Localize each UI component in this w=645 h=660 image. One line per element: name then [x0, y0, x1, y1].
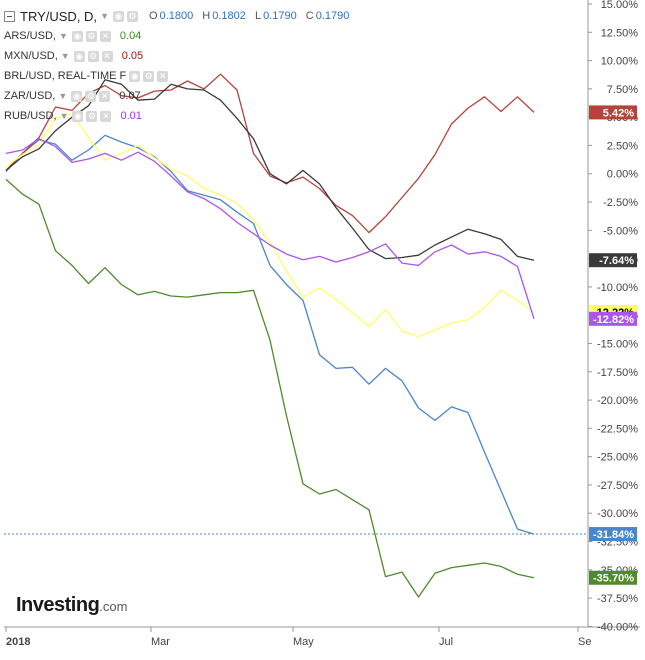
ohlc-values: O 0.1800 H 0.1802 L 0.1790 C 0.1790 — [149, 10, 355, 22]
end-value-label: -12.82% — [593, 314, 634, 326]
end-value-badge — [589, 311, 637, 326]
y-tick-label: -27.50% — [597, 480, 638, 492]
legend-item-rub: RUB/USD, ▼ ◉ ⚙ ✕ 0.01 — [4, 106, 355, 126]
gear-icon[interactable]: ⚙ — [86, 110, 98, 122]
y-tick-label: 15.00% — [601, 0, 639, 11]
eye-icon[interactable]: ◉ — [71, 30, 83, 42]
end-value-label: -35.70% — [593, 573, 634, 585]
x-tick-label: 2018 — [6, 636, 30, 648]
y-tick-label: -37.50% — [597, 593, 638, 605]
open-label: O — [148, 10, 158, 22]
watermark-brand: Investing — [16, 594, 100, 616]
chevron-down-icon[interactable]: ▼ — [60, 51, 70, 61]
end-value-label: -7.64% — [599, 255, 634, 267]
chevron-down-icon[interactable]: ▼ — [59, 111, 69, 121]
collapse-icon[interactable] — [4, 10, 15, 22]
y-tick-label: -17.50% — [597, 367, 638, 379]
series-line-try-usd — [5, 134, 535, 535]
watermark-logo: Investing.com — [16, 594, 127, 617]
series-line-ars-usd — [5, 178, 535, 598]
end-value-badge — [589, 253, 637, 268]
end-value-badge — [589, 527, 637, 542]
watermark-suffix: .com — [99, 599, 128, 614]
end-value-badge — [589, 105, 637, 120]
close-value: 0.1790 — [315, 10, 350, 22]
y-tick-label: -30.00% — [597, 508, 638, 520]
y-tick-label: -25.00% — [597, 452, 638, 464]
close-icon[interactable]: ✕ — [99, 90, 111, 102]
legend-main-label: TRY/USD, D, — [20, 8, 98, 24]
y-tick-label: -15.00% — [597, 338, 638, 350]
legend: TRY/USD, D, ▼ ◉ ⚙ O 0.1800 H 0.1802 L 0.179… — [4, 6, 355, 126]
legend-item-label: RUB/USD, — [4, 110, 57, 122]
y-tick-label: 12.50% — [601, 27, 639, 39]
chevron-down-icon[interactable]: ▼ — [100, 11, 109, 21]
eye-icon[interactable]: ◉ — [71, 90, 83, 102]
close-icon[interactable]: ✕ — [157, 70, 169, 82]
close-label: C — [305, 10, 314, 22]
eye-icon[interactable]: ◉ — [73, 50, 85, 62]
gear-icon[interactable]: ⚙ — [85, 90, 97, 102]
legend-item-value: 0.01 — [120, 110, 142, 122]
series-line-rub-usd — [5, 138, 535, 319]
x-tick-label: Jul — [439, 636, 453, 648]
series-line-zar-usd — [5, 113, 535, 338]
x-tick-label: Se — [578, 636, 591, 648]
eye-icon[interactable]: ◉ — [72, 110, 84, 122]
close-icon[interactable]: ✕ — [100, 110, 112, 122]
y-tick-label: 0.00% — [607, 169, 638, 181]
x-tick-label: Mar — [151, 636, 170, 648]
eye-icon[interactable]: ◉ — [112, 10, 124, 22]
legend-item-brl: BRL/USD, REAL-TIME F ◉ ⚙ ✕ — [4, 66, 355, 86]
y-tick-label: -22.50% — [597, 423, 638, 435]
low-value: 0.1790 — [263, 10, 297, 22]
y-tick-label: -5.00% — [603, 225, 638, 237]
y-tick-label: 10.00% — [601, 56, 639, 68]
legend-item-label: ARS/USD, — [4, 30, 56, 42]
close-icon[interactable]: ✕ — [101, 50, 113, 62]
gear-icon[interactable]: ⚙ — [126, 10, 138, 22]
high-value: 0.1802 — [212, 10, 246, 22]
chevron-down-icon[interactable]: ▼ — [58, 31, 68, 41]
y-tick-label: -10.00% — [597, 282, 638, 294]
legend-item-label: MXN/USD, — [4, 50, 58, 62]
legend-item-label: BRL/USD, REAL-TIME F — [4, 70, 127, 82]
close-icon[interactable]: ✕ — [99, 30, 111, 42]
chevron-down-icon[interactable]: ▼ — [58, 91, 68, 101]
y-tick-label: -20.00% — [597, 395, 638, 407]
end-value-label: 5.42% — [603, 107, 634, 119]
legend-main-row: TRY/USD, D, ▼ ◉ ⚙ O 0.1800 H 0.1802 L 0.179… — [4, 6, 355, 26]
gear-icon[interactable]: ⚙ — [87, 50, 99, 62]
low-label: L — [254, 10, 262, 22]
end-value-label: -31.84% — [593, 529, 634, 541]
eye-icon[interactable]: ◉ — [129, 70, 141, 82]
legend-item-value: 0.07 — [119, 90, 141, 102]
y-tick-label: 2.50% — [607, 140, 638, 152]
legend-item-ars: ARS/USD, ▼ ◉ ⚙ ✕ 0.04 — [4, 26, 355, 46]
legend-item-zar: ZAR/USD, ▼ ◉ ⚙ ✕ 0.07 — [4, 86, 355, 106]
legend-item-mxn: MXN/USD, ▼ ◉ ⚙ ✕ 0.05 — [4, 46, 355, 66]
high-label: H — [202, 10, 211, 22]
gear-icon[interactable]: ⚙ — [85, 30, 97, 42]
gear-icon[interactable]: ⚙ — [143, 70, 155, 82]
x-tick-label: May — [293, 636, 314, 648]
open-value: 0.1800 — [159, 10, 194, 22]
end-value-badge — [589, 570, 637, 585]
legend-item-value: 0.05 — [121, 50, 144, 62]
legend-item-label: ZAR/USD, — [4, 90, 56, 102]
y-tick-label: 7.50% — [607, 84, 638, 96]
legend-item-value: 0.04 — [119, 30, 142, 42]
y-tick-label: -40.00% — [597, 621, 638, 633]
y-tick-label: -2.50% — [603, 197, 638, 209]
